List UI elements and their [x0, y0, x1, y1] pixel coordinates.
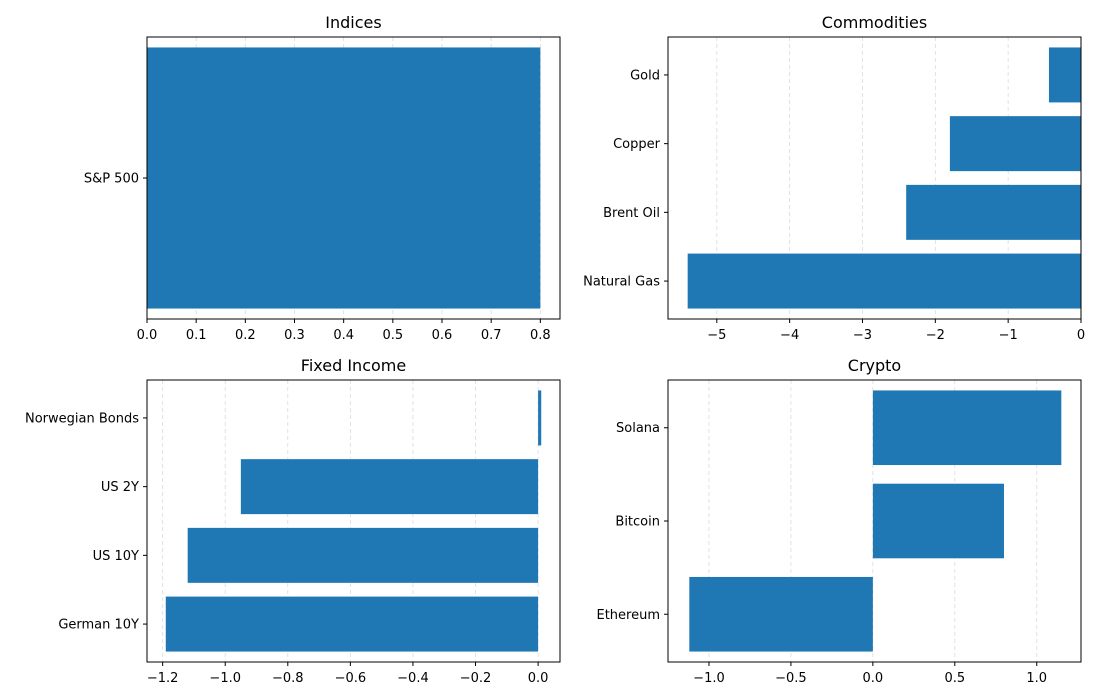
x-tick-label: −0.2	[460, 671, 492, 686]
x-tick-label: −0.6	[335, 671, 367, 686]
bar-us-10y	[187, 527, 539, 583]
x-tick-label: 1.0	[1026, 671, 1047, 686]
x-tick-label: −1.0	[209, 671, 241, 686]
x-tick-label: −1	[999, 328, 1018, 343]
x-tick-label: −1.0	[693, 671, 725, 686]
bar-natural-gas	[687, 253, 1081, 309]
bar-norwegian-bonds	[538, 390, 542, 446]
x-tick-label: 0.6	[432, 328, 453, 343]
x-tick-label: 0.8	[530, 328, 551, 343]
x-tick-label: −4	[780, 328, 799, 343]
x-tick-label: −1.2	[147, 671, 179, 686]
x-tick-label: −0.5	[775, 671, 807, 686]
panel-indices: 0.0 0.1 0.2 0.3 0.4 0.5 0.6 0.7 0.8 S&P 500 Indice…	[84, 13, 561, 343]
plot-frame	[146, 379, 561, 663]
y-tick-label-copper: Copper	[613, 137, 661, 152]
bar-gold	[1048, 47, 1081, 103]
x-tick-label: −0.8	[272, 671, 304, 686]
panel-commodities: −5 −4 −3 −2 −1 0 Natural Gas Brent Oil Copper Gol…	[583, 13, 1085, 343]
bar-copper	[949, 116, 1081, 172]
y-tick-label-us-10y: US 10Y	[93, 549, 139, 564]
bar-bitcoin	[872, 483, 1004, 559]
x-tick-label: 0.0	[137, 328, 158, 343]
x-tick-label: −0.4	[397, 671, 429, 686]
panel-title: Commodities	[822, 13, 927, 32]
bar-ethereum	[689, 576, 873, 652]
panel-title: Fixed Income	[301, 356, 406, 375]
y-tick-label-brent-oil: Brent Oil	[603, 206, 660, 221]
bar-solana	[872, 390, 1062, 466]
y-tick-label-bitcoin: Bitcoin	[615, 515, 660, 530]
y-tick-label-natural-gas: Natural Gas	[583, 275, 660, 290]
x-tick-label: 0	[1077, 328, 1085, 343]
bar-german-10y	[165, 596, 539, 652]
y-tick-label-norwegian-bonds: Norwegian Bonds	[25, 411, 139, 426]
x-tick-label: 0.0	[528, 671, 549, 686]
x-tick-label: −2	[926, 328, 945, 343]
x-tick-label: 0.5	[944, 671, 965, 686]
bar-s-p-500	[147, 47, 541, 309]
y-tick-label-gold: Gold	[630, 68, 660, 83]
x-tick-label: 0.5	[382, 328, 403, 343]
plot-frame	[667, 36, 1082, 320]
x-tick-label: 0.0	[863, 671, 884, 686]
panel-title: Crypto	[848, 356, 901, 375]
panel-fixed-income: −1.2 −1.0 −0.8 −0.6 −0.4 −0.2 0.0 German 10Y US …	[25, 356, 561, 686]
y-tick-label-german-10y: German 10Y	[58, 618, 139, 633]
panel-title: Indices	[325, 13, 381, 32]
bar-us-2y	[240, 459, 539, 515]
y-tick-label-us-2y: US 2Y	[101, 480, 139, 495]
x-tick-label: −3	[853, 328, 872, 343]
y-tick-label-solana: Solana	[616, 421, 660, 436]
bar-brent-oil	[906, 184, 1081, 240]
x-tick-label: 0.3	[284, 328, 305, 343]
y-tick-label-s-p-500: S&P 500	[84, 172, 139, 187]
y-tick-label-ethereum: Ethereum	[596, 608, 660, 623]
x-tick-label: −5	[707, 328, 726, 343]
x-tick-label: 0.1	[186, 328, 207, 343]
x-tick-label: 0.4	[333, 328, 354, 343]
x-tick-label: 0.7	[481, 328, 502, 343]
panel-crypto: −1.0 −0.5 0.0 0.5 1.0 Ethereum Bitcoin Solana Cr…	[596, 356, 1082, 686]
x-tick-label: 0.2	[235, 328, 256, 343]
